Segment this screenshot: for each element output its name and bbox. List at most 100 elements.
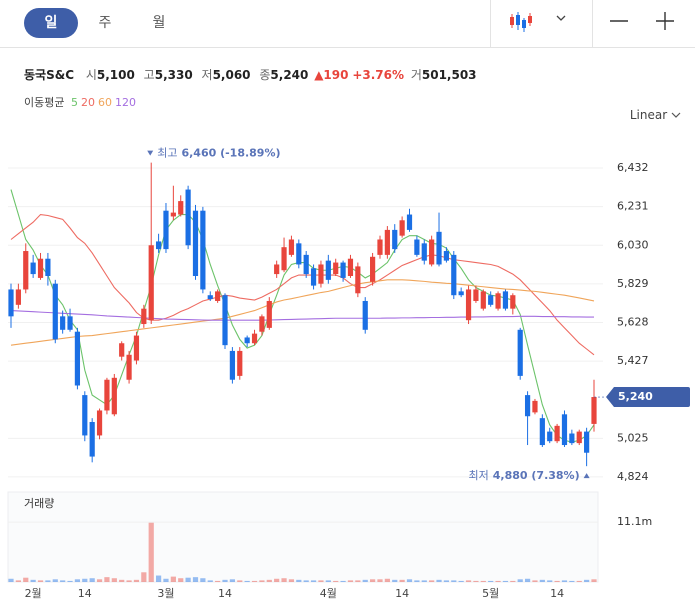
candle-body [37, 258, 44, 278]
candle-body [89, 421, 95, 457]
volume-tick-label: 11.1m [617, 515, 652, 528]
zoom-in-button[interactable] [652, 8, 678, 36]
volume-bar [451, 580, 457, 582]
zoom-out-button[interactable] [606, 8, 632, 36]
high-label: 고 [143, 68, 155, 82]
candle-body [60, 316, 66, 330]
candle-body [148, 245, 154, 321]
x-tick-label: 14 [218, 587, 232, 600]
volume-title: 거래량 [24, 497, 54, 510]
volume-bar [355, 580, 361, 582]
price-tag-label: 5,240 [618, 390, 653, 403]
candle-body [502, 291, 509, 309]
candle-body [303, 254, 309, 275]
candle-body [251, 333, 258, 344]
candle-body [539, 418, 545, 446]
change-pct: +3.76% [352, 68, 404, 82]
candle-body [443, 251, 450, 261]
volume-bar [303, 580, 309, 582]
ma-line [10, 189, 595, 443]
candle-body [584, 431, 590, 453]
y-tick-label: 5,427 [617, 354, 649, 367]
volume-bar [384, 578, 390, 582]
candle-body [281, 247, 287, 271]
chart: 4,824 5,025 5,427 5,628 5,829 6,030 6,231 6,432… [7, 147, 690, 600]
max-label: 최고 [157, 147, 177, 160]
candle-body [170, 212, 176, 217]
volume-bar [215, 580, 221, 582]
volume-bar [465, 580, 472, 582]
max-marker [147, 150, 154, 156]
volume-bar [45, 580, 51, 582]
candle-body [23, 251, 29, 290]
volume-bar [310, 580, 317, 582]
volume-bar [60, 580, 66, 582]
y-tick-label: 5,025 [617, 431, 649, 444]
candle-body [384, 229, 390, 255]
legend-title: 이동평균 [24, 96, 65, 109]
low-label: 저 [201, 68, 213, 82]
candle-body [45, 258, 51, 277]
volume-bar [392, 579, 398, 582]
candle-body [318, 264, 324, 284]
volume-bar [325, 580, 331, 582]
ma-line [10, 213, 595, 356]
volume-bar [473, 580, 479, 582]
tab-month[interactable]: 월 [152, 15, 166, 31]
volume-bar [288, 579, 295, 582]
volume-bar [8, 578, 14, 582]
volume-bar [584, 579, 590, 582]
tab-week[interactable]: 주 [98, 15, 112, 31]
candle-body [547, 431, 553, 442]
volume-bar [532, 580, 538, 582]
volume-bar [30, 579, 36, 582]
min-value: 4,880 (7.38%) [493, 469, 580, 482]
change: ▲190 [314, 68, 349, 82]
x-tick-label: 14 [395, 587, 409, 600]
volume-label: 거 [410, 68, 422, 82]
volume-bar [495, 580, 501, 582]
candle-body [266, 300, 272, 328]
volume-bar [74, 579, 81, 582]
volume-bar [502, 580, 509, 582]
candle-body [67, 316, 73, 330]
y-tick-label: 4,824 [617, 470, 649, 483]
volume-bar [377, 579, 383, 582]
volume-bar [15, 580, 21, 582]
x-tick-label: 2월 [25, 587, 42, 600]
volume-bar [52, 579, 58, 582]
y-tick-label: 6,030 [617, 238, 649, 251]
candle-body [222, 295, 228, 346]
low-value: 5,060 [212, 68, 251, 82]
chevron [671, 112, 681, 118]
volume-bar [414, 580, 420, 582]
toolbar: 일 주 월 [0, 0, 695, 48]
chart-type-button[interactable] [506, 8, 572, 36]
min-annotation: 최저 4,880 (7.38%) [469, 469, 580, 482]
volume-bar [539, 579, 545, 582]
volume-bar [347, 580, 354, 582]
candle-body [8, 289, 14, 317]
volume-bar [399, 579, 405, 582]
volume-bar [259, 580, 265, 582]
candle-body [377, 239, 383, 255]
candle-body [340, 262, 346, 278]
scale-select[interactable]: Linear [630, 108, 681, 122]
volume-bar [576, 580, 582, 582]
y-tick-label: 6,432 [617, 161, 649, 174]
candle-body [126, 354, 132, 380]
candle-body [362, 300, 368, 330]
candle-body [200, 210, 206, 290]
volume-bar [37, 580, 44, 582]
candle-body [561, 414, 568, 446]
candle-body [192, 210, 199, 277]
candle-body [15, 289, 21, 305]
tab-day[interactable]: 일 [24, 8, 78, 38]
candle-body [296, 243, 302, 265]
volume-bar [229, 579, 235, 582]
ma-line [10, 310, 594, 321]
volume-bar [119, 579, 125, 582]
volume-bar [170, 576, 176, 582]
volume-bar [517, 579, 523, 582]
candle-body [554, 425, 560, 442]
